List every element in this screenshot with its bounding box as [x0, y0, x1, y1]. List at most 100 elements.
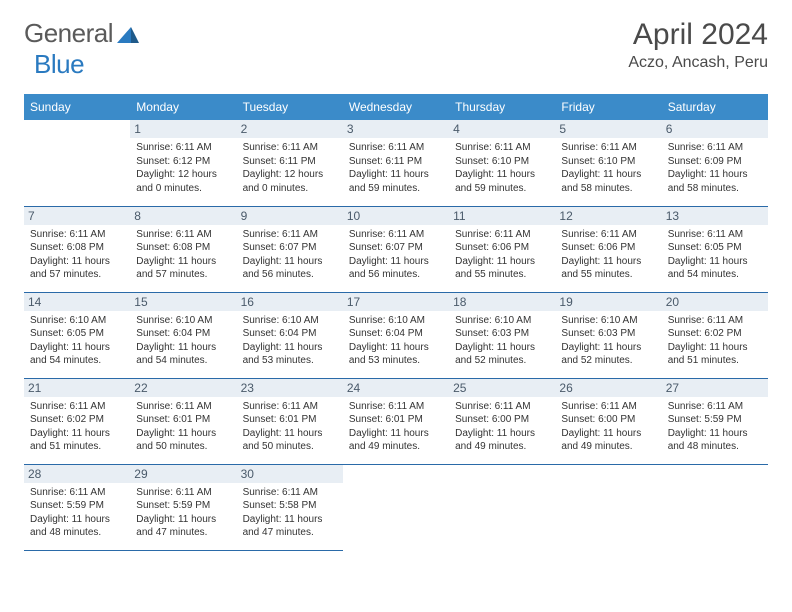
day-number: 24	[343, 379, 449, 397]
day-number: 25	[449, 379, 555, 397]
calendar-row: 1 Sunrise: 6:11 AMSunset: 6:12 PMDaylight…	[24, 120, 768, 206]
calendar-cell: 16 Sunrise: 6:10 AMSunset: 6:04 PMDayligh…	[237, 292, 343, 378]
logo-word-general: General	[24, 18, 113, 49]
weekday-header: Thursday	[449, 94, 555, 120]
day-number: 12	[555, 207, 661, 225]
day-info: Sunrise: 6:10 AMSunset: 6:03 PMDaylight:…	[561, 314, 655, 368]
calendar-cell: 17 Sunrise: 6:10 AMSunset: 6:04 PMDayligh…	[343, 292, 449, 378]
calendar-cell: 3 Sunrise: 6:11 AMSunset: 6:11 PMDaylight…	[343, 120, 449, 206]
day-info: Sunrise: 6:11 AMSunset: 6:02 PMDaylight:…	[668, 314, 762, 368]
calendar-cell: 10 Sunrise: 6:11 AMSunset: 6:07 PMDayligh…	[343, 206, 449, 292]
day-number: 27	[662, 379, 768, 397]
calendar-cell: 1 Sunrise: 6:11 AMSunset: 6:12 PMDaylight…	[130, 120, 236, 206]
day-number: 28	[24, 465, 130, 483]
day-info: Sunrise: 6:11 AMSunset: 6:00 PMDaylight:…	[561, 400, 655, 454]
calendar-row: 7 Sunrise: 6:11 AMSunset: 6:08 PMDaylight…	[24, 206, 768, 292]
day-info: Sunrise: 6:11 AMSunset: 6:07 PMDaylight:…	[243, 228, 337, 282]
calendar-cell: 8Sunrise: 6:11 AMSunset: 6:08 PMDaylight…	[130, 206, 236, 292]
day-info: Sunrise: 6:10 AMSunset: 6:05 PMDaylight:…	[30, 314, 124, 368]
calendar-cell: 21Sunrise: 6:11 AMSunset: 6:02 PMDayligh…	[24, 378, 130, 464]
day-number: 5	[555, 120, 661, 138]
day-number: 26	[555, 379, 661, 397]
calendar-body: 1 Sunrise: 6:11 AMSunset: 6:12 PMDaylight…	[24, 120, 768, 550]
calendar-cell: 11 Sunrise: 6:11 AMSunset: 6:06 PMDayligh…	[449, 206, 555, 292]
weekday-header: Sunday	[24, 94, 130, 120]
day-info: Sunrise: 6:11 AMSunset: 6:11 PMDaylight:…	[243, 141, 337, 195]
day-number: 21	[24, 379, 130, 397]
calendar-cell	[24, 120, 130, 206]
title-block: April 2024 Aczo, Ancash, Peru	[628, 18, 768, 72]
day-info: Sunrise: 6:10 AMSunset: 6:04 PMDaylight:…	[349, 314, 443, 368]
day-info: Sunrise: 6:10 AMSunset: 6:04 PMDaylight:…	[136, 314, 230, 368]
day-number: 17	[343, 293, 449, 311]
day-info: Sunrise: 6:11 AMSunset: 6:12 PMDaylight:…	[136, 141, 230, 195]
calendar-cell: 20Sunrise: 6:11 AMSunset: 6:02 PMDayligh…	[662, 292, 768, 378]
day-number: 1	[130, 120, 236, 138]
day-number: 4	[449, 120, 555, 138]
day-info: Sunrise: 6:11 AMSunset: 6:06 PMDaylight:…	[455, 228, 549, 282]
day-info: Sunrise: 6:11 AMSunset: 6:05 PMDaylight:…	[668, 228, 762, 282]
calendar-cell: 14 Sunrise: 6:10 AMSunset: 6:05 PMDayligh…	[24, 292, 130, 378]
day-info: Sunrise: 6:11 AMSunset: 6:08 PMDaylight:…	[30, 228, 124, 282]
day-number: 14	[24, 293, 130, 311]
weekday-header-row: Sunday Monday Tuesday Wednesday Thursday…	[24, 94, 768, 120]
calendar-cell: 13 Sunrise: 6:11 AMSunset: 6:05 PMDayligh…	[662, 206, 768, 292]
day-info: Sunrise: 6:11 AMSunset: 5:59 PMDaylight:…	[30, 486, 124, 540]
logo-triangle-icon	[117, 25, 139, 43]
day-info: Sunrise: 6:11 AMSunset: 5:59 PMDaylight:…	[668, 400, 762, 454]
day-number: 7	[24, 207, 130, 225]
day-info: Sunrise: 6:11 AMSunset: 6:10 PMDaylight:…	[455, 141, 549, 195]
calendar-cell	[343, 464, 449, 550]
day-number: 22	[130, 379, 236, 397]
day-info: Sunrise: 6:11 AMSunset: 6:08 PMDaylight:…	[136, 228, 230, 282]
day-info: Sunrise: 6:11 AMSunset: 6:09 PMDaylight:…	[668, 141, 762, 195]
day-info: Sunrise: 6:11 AMSunset: 6:01 PMDaylight:…	[243, 400, 337, 454]
day-number: 2	[237, 120, 343, 138]
day-number: 15	[130, 293, 236, 311]
day-number: 18	[449, 293, 555, 311]
day-info: Sunrise: 6:11 AMSunset: 6:07 PMDaylight:…	[349, 228, 443, 282]
calendar-cell	[449, 464, 555, 550]
day-info: Sunrise: 6:11 AMSunset: 6:11 PMDaylight:…	[349, 141, 443, 195]
weekday-header: Monday	[130, 94, 236, 120]
calendar-cell: 9Sunrise: 6:11 AMSunset: 6:07 PMDaylight…	[237, 206, 343, 292]
calendar-cell: 7 Sunrise: 6:11 AMSunset: 6:08 PMDaylight…	[24, 206, 130, 292]
day-info: Sunrise: 6:11 AMSunset: 5:58 PMDaylight:…	[243, 486, 337, 540]
day-number: 10	[343, 207, 449, 225]
calendar-cell: 25 Sunrise: 6:11 AMSunset: 6:00 PMDayligh…	[449, 378, 555, 464]
month-title: April 2024	[628, 18, 768, 52]
day-number: 13	[662, 207, 768, 225]
day-number: 19	[555, 293, 661, 311]
day-info: Sunrise: 6:11 AMSunset: 6:01 PMDaylight:…	[349, 400, 443, 454]
weekday-header: Saturday	[662, 94, 768, 120]
day-number: 16	[237, 293, 343, 311]
weekday-header: Friday	[555, 94, 661, 120]
day-number: 3	[343, 120, 449, 138]
logo: General Blue	[24, 18, 139, 80]
day-number: 11	[449, 207, 555, 225]
calendar-row: 21Sunrise: 6:11 AMSunset: 6:02 PMDayligh…	[24, 378, 768, 464]
calendar-cell: 27 Sunrise: 6:11 AMSunset: 5:59 PMDayligh…	[662, 378, 768, 464]
calendar-cell: 6 Sunrise: 6:11 AMSunset: 6:09 PMDaylight…	[662, 120, 768, 206]
calendar-cell: 19 Sunrise: 6:10 AMSunset: 6:03 PMDayligh…	[555, 292, 661, 378]
calendar-cell: 18Sunrise: 6:10 AMSunset: 6:03 PMDayligh…	[449, 292, 555, 378]
day-info: Sunrise: 6:10 AMSunset: 6:04 PMDaylight:…	[243, 314, 337, 368]
calendar-cell	[555, 464, 661, 550]
day-info: Sunrise: 6:11 AMSunset: 5:59 PMDaylight:…	[136, 486, 230, 540]
calendar-row: 28 Sunrise: 6:11 AMSunset: 5:59 PMDayligh…	[24, 464, 768, 550]
calendar-cell: 2 Sunrise: 6:11 AMSunset: 6:11 PMDaylight…	[237, 120, 343, 206]
header: General Blue April 2024 Aczo, Ancash, Pe…	[24, 18, 768, 80]
day-number: 30	[237, 465, 343, 483]
day-number: 6	[662, 120, 768, 138]
logo-word-blue: Blue	[34, 49, 84, 80]
calendar-cell: 28 Sunrise: 6:11 AMSunset: 5:59 PMDayligh…	[24, 464, 130, 550]
location: Aczo, Ancash, Peru	[628, 54, 768, 72]
calendar-cell: 15 Sunrise: 6:10 AMSunset: 6:04 PMDayligh…	[130, 292, 236, 378]
calendar-cell: 12Sunrise: 6:11 AMSunset: 6:06 PMDayligh…	[555, 206, 661, 292]
calendar-cell: 26 Sunrise: 6:11 AMSunset: 6:00 PMDayligh…	[555, 378, 661, 464]
calendar-cell: 23Sunrise: 6:11 AMSunset: 6:01 PMDayligh…	[237, 378, 343, 464]
day-info: Sunrise: 6:11 AMSunset: 6:10 PMDaylight:…	[561, 141, 655, 195]
day-number: 29	[130, 465, 236, 483]
day-info: Sunrise: 6:11 AMSunset: 6:00 PMDaylight:…	[455, 400, 549, 454]
calendar-cell: 29 Sunrise: 6:11 AMSunset: 5:59 PMDayligh…	[130, 464, 236, 550]
